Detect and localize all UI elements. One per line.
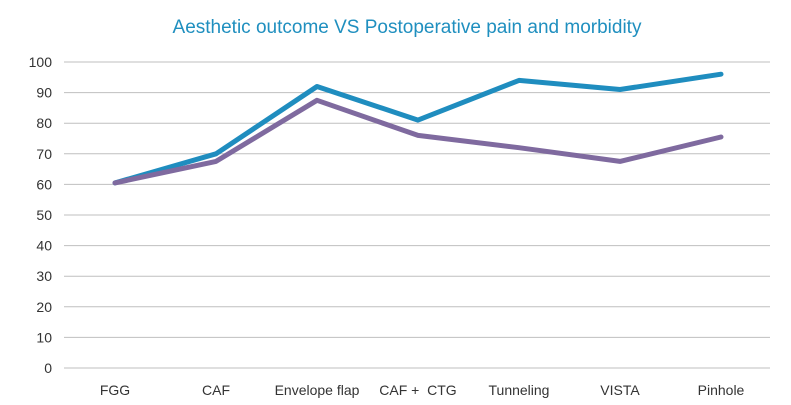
x-tick-label: Tunneling [489, 382, 550, 398]
chart-title: Aesthetic outcome VS Postoperative pain … [173, 17, 642, 38]
y-tick-label: 20 [36, 299, 52, 315]
x-axis-ticks: FGG CAF Envelope flap CAF + CTG Tunneling VIS… [100, 382, 745, 398]
y-tick-label: 100 [29, 54, 53, 70]
gridlines [64, 61, 770, 369]
x-tick-label: Envelope flap [275, 382, 360, 398]
x-tick-label: FGG [100, 382, 130, 398]
x-tick-label: VISTA [600, 382, 640, 398]
y-tick-label: 80 [36, 115, 52, 131]
y-tick-label: 50 [36, 207, 52, 223]
y-tick-label: 70 [36, 146, 52, 162]
x-tick-label: CAF + CTG [379, 382, 456, 398]
y-tick-label: 10 [36, 329, 52, 345]
y-tick-label: 0 [44, 360, 52, 376]
series-line-1 [112, 71, 724, 186]
y-tick-label: 40 [36, 238, 52, 254]
x-tick-label: CAF [202, 382, 230, 398]
y-tick-label: 60 [36, 176, 52, 192]
y-tick-label: 90 [36, 85, 52, 101]
x-tick-label: Pinhole [698, 382, 745, 398]
series-lines [112, 71, 724, 186]
y-axis-ticks: 0 10 20 30 40 50 60 70 80 90 100 [29, 54, 53, 376]
y-tick-label: 30 [36, 268, 52, 284]
series-line-2 [112, 97, 724, 186]
